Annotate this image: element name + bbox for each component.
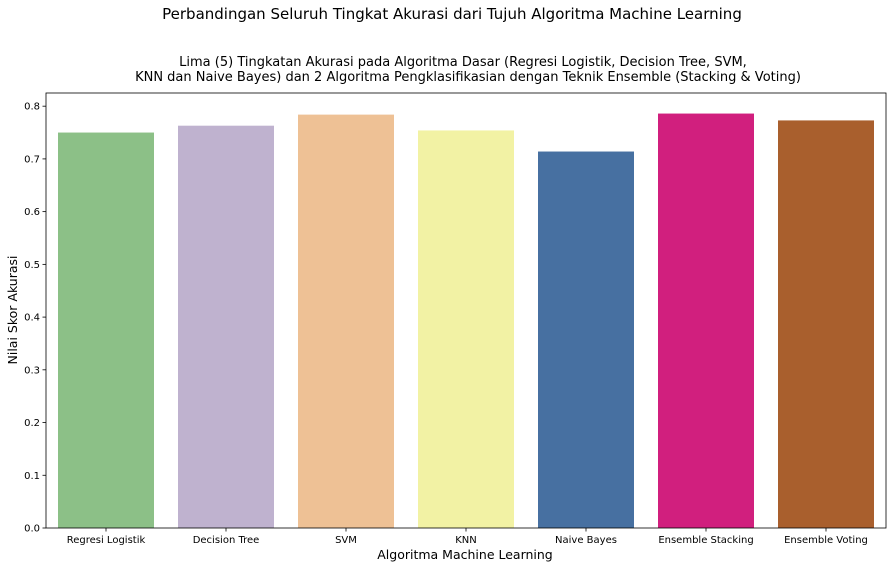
x-tick-label: Decision Tree [193, 535, 260, 546]
y-tick-label: 0.0 [24, 524, 40, 535]
bar-knn [418, 130, 514, 528]
chart-title: Perbandingan Seluruh Tingkat Akurasi dar… [162, 5, 742, 23]
plot-frame [45, 92, 887, 529]
bars-layer [58, 113, 874, 529]
x-tick-label: KNN [455, 535, 477, 546]
y-axis-label: Nilai Skor Akurasi [5, 255, 20, 364]
y-tick-label: 0.8 [24, 102, 40, 113]
x-tick-label: Naive Bayes [555, 535, 617, 546]
bar-naive-bayes [538, 151, 634, 528]
x-tick-label: Ensemble Voting [784, 535, 868, 546]
x-axis-label: Algoritma Machine Learning [377, 547, 553, 562]
chart-subtitle-line-2: KNN dan Naive Bayes) dan 2 Algoritma Pen… [135, 70, 801, 85]
y-tick-label: 0.5 [24, 260, 40, 271]
y-tick-label: 0.4 [24, 313, 40, 324]
x-tick-label: Regresi Logistik [67, 535, 146, 546]
bar-ensemble-stacking [658, 113, 754, 528]
chart-subtitle-line-1: Lima (5) Tingkatan Akurasi pada Algoritm… [179, 55, 747, 70]
axes-layer: Regresi Logistik Decision Tree SVM KNN Naive… [24, 92, 887, 546]
x-tick-label: Ensemble Stacking [658, 535, 753, 546]
y-tick-label: 0.2 [24, 418, 40, 429]
y-tick-label: 0.1 [24, 471, 40, 482]
bar-regresi-logistik [58, 132, 154, 529]
bar-svm [298, 114, 394, 529]
bar-decision-tree [178, 125, 274, 528]
bar-ensemble-voting [778, 120, 874, 529]
y-tick-label: 0.3 [24, 365, 40, 376]
y-tick-label: 0.6 [24, 207, 40, 218]
y-tick-label: 0.7 [24, 154, 40, 165]
x-tick-label: SVM [335, 535, 357, 546]
